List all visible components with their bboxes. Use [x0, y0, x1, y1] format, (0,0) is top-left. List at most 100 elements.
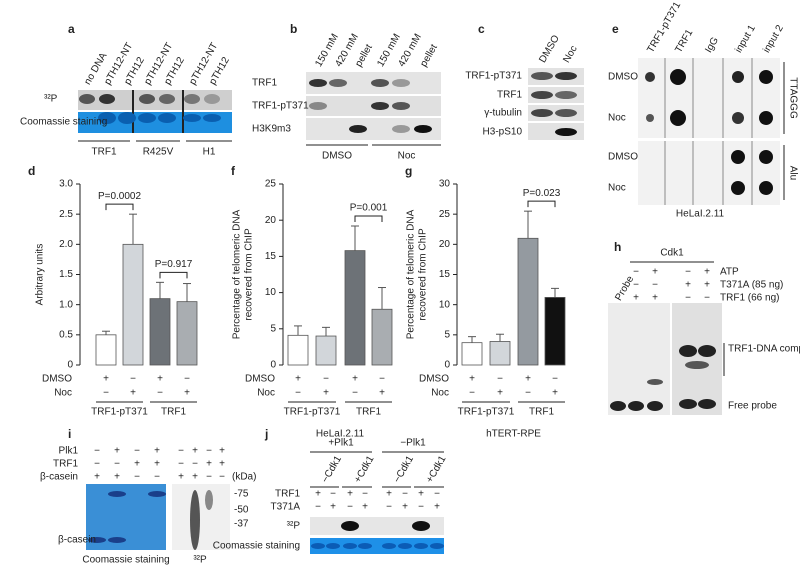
bar [517, 237, 539, 366]
label: ATP [720, 267, 739, 278]
dot [645, 72, 655, 82]
group-label: R425V [143, 147, 174, 158]
sign: − [315, 502, 321, 513]
lane-label: input 2 [761, 23, 786, 55]
sign: − [685, 267, 691, 278]
sign: + [652, 267, 658, 278]
band [88, 537, 106, 543]
sign: − [386, 502, 392, 513]
y-tick-label: 20 [265, 215, 277, 226]
treatment-label: Noc [54, 388, 72, 399]
bar [315, 335, 337, 366]
band [183, 114, 201, 122]
band [190, 490, 200, 550]
p-value: P=0.023 [523, 188, 561, 199]
label: TRF1-pT371 [465, 71, 522, 82]
lane-label: IgG [703, 35, 721, 55]
band [414, 125, 432, 133]
subgroup-label: −Cdk1 [320, 454, 344, 485]
lane-label: pellet [418, 42, 440, 68]
sign: − [134, 446, 140, 457]
sign: + [295, 374, 301, 385]
band [414, 543, 428, 549]
label: DMSO [608, 72, 638, 83]
treatment-label: DMSO [42, 374, 72, 385]
p-value: P=0.0002 [98, 191, 142, 202]
bar [149, 298, 171, 366]
band [326, 543, 340, 549]
y-axis-label: Percentage of telomeric DNA [232, 209, 243, 339]
panel-label: a [68, 22, 75, 36]
sign: − [295, 388, 301, 399]
dot [731, 181, 745, 195]
sign: − [178, 446, 184, 457]
sign: + [552, 388, 558, 399]
sign: + [323, 388, 329, 399]
sign: + [362, 502, 368, 513]
sign: − [497, 374, 503, 385]
group-label: TRF1-pT371 [458, 407, 515, 418]
sign: − [154, 472, 160, 483]
blot [310, 538, 444, 554]
sign: − [192, 459, 198, 470]
band [108, 491, 126, 497]
blot [608, 303, 670, 415]
band [398, 543, 412, 549]
sign: + [114, 472, 120, 483]
band [349, 125, 367, 133]
sign: + [685, 280, 691, 291]
sign: + [330, 502, 336, 513]
y-tick-label: 0 [67, 360, 73, 371]
bar [489, 341, 511, 366]
band [392, 125, 410, 133]
sign: + [386, 489, 392, 500]
band [79, 94, 95, 104]
group-label: +Plk1 [328, 438, 354, 449]
blot [638, 141, 780, 205]
y-tick-label: 10 [265, 287, 277, 298]
band [698, 399, 716, 409]
sign: + [219, 459, 225, 470]
caption: ³²P [193, 555, 207, 566]
band [698, 345, 716, 357]
sign: − [206, 446, 212, 457]
sign: − [206, 472, 212, 483]
sign: − [685, 293, 691, 304]
band [184, 94, 200, 104]
sign: + [178, 472, 184, 483]
panel-label: h [614, 240, 621, 254]
dot [759, 70, 773, 84]
subgroup-label: +Cdk1 [424, 454, 448, 485]
treatment-label: Noc [431, 388, 449, 399]
sign: − [469, 388, 475, 399]
sign: + [134, 459, 140, 470]
sign: + [402, 502, 408, 513]
group-label: TRF1 [356, 407, 381, 418]
lane-label: pellet [353, 42, 375, 68]
sign: − [352, 388, 358, 399]
caption: Coomassie staining [82, 555, 169, 566]
bar [544, 297, 566, 366]
band [98, 112, 116, 124]
panel-label: c [478, 22, 485, 36]
label: Noc [608, 113, 626, 124]
band [99, 94, 115, 104]
band [343, 543, 357, 549]
label: TRF1 [53, 459, 78, 470]
label: DMSO [608, 152, 638, 163]
blot [172, 484, 230, 550]
band [647, 379, 663, 385]
label: Cdk1 [660, 248, 684, 259]
y-tick-label: 2.0 [59, 239, 73, 250]
band [610, 401, 626, 411]
label: TRF1 (66 ng) [720, 293, 779, 304]
y-tick-label: 15 [439, 269, 451, 280]
sign: + [154, 459, 160, 470]
band-label: TRF1-DNA complexes [728, 344, 800, 355]
y-tick-label: 3.0 [59, 179, 73, 190]
dot [732, 112, 744, 124]
caption: HeLaI.2.11 [676, 209, 725, 220]
lane-label: input 1 [733, 23, 758, 55]
bar [122, 243, 144, 366]
band [412, 521, 430, 531]
